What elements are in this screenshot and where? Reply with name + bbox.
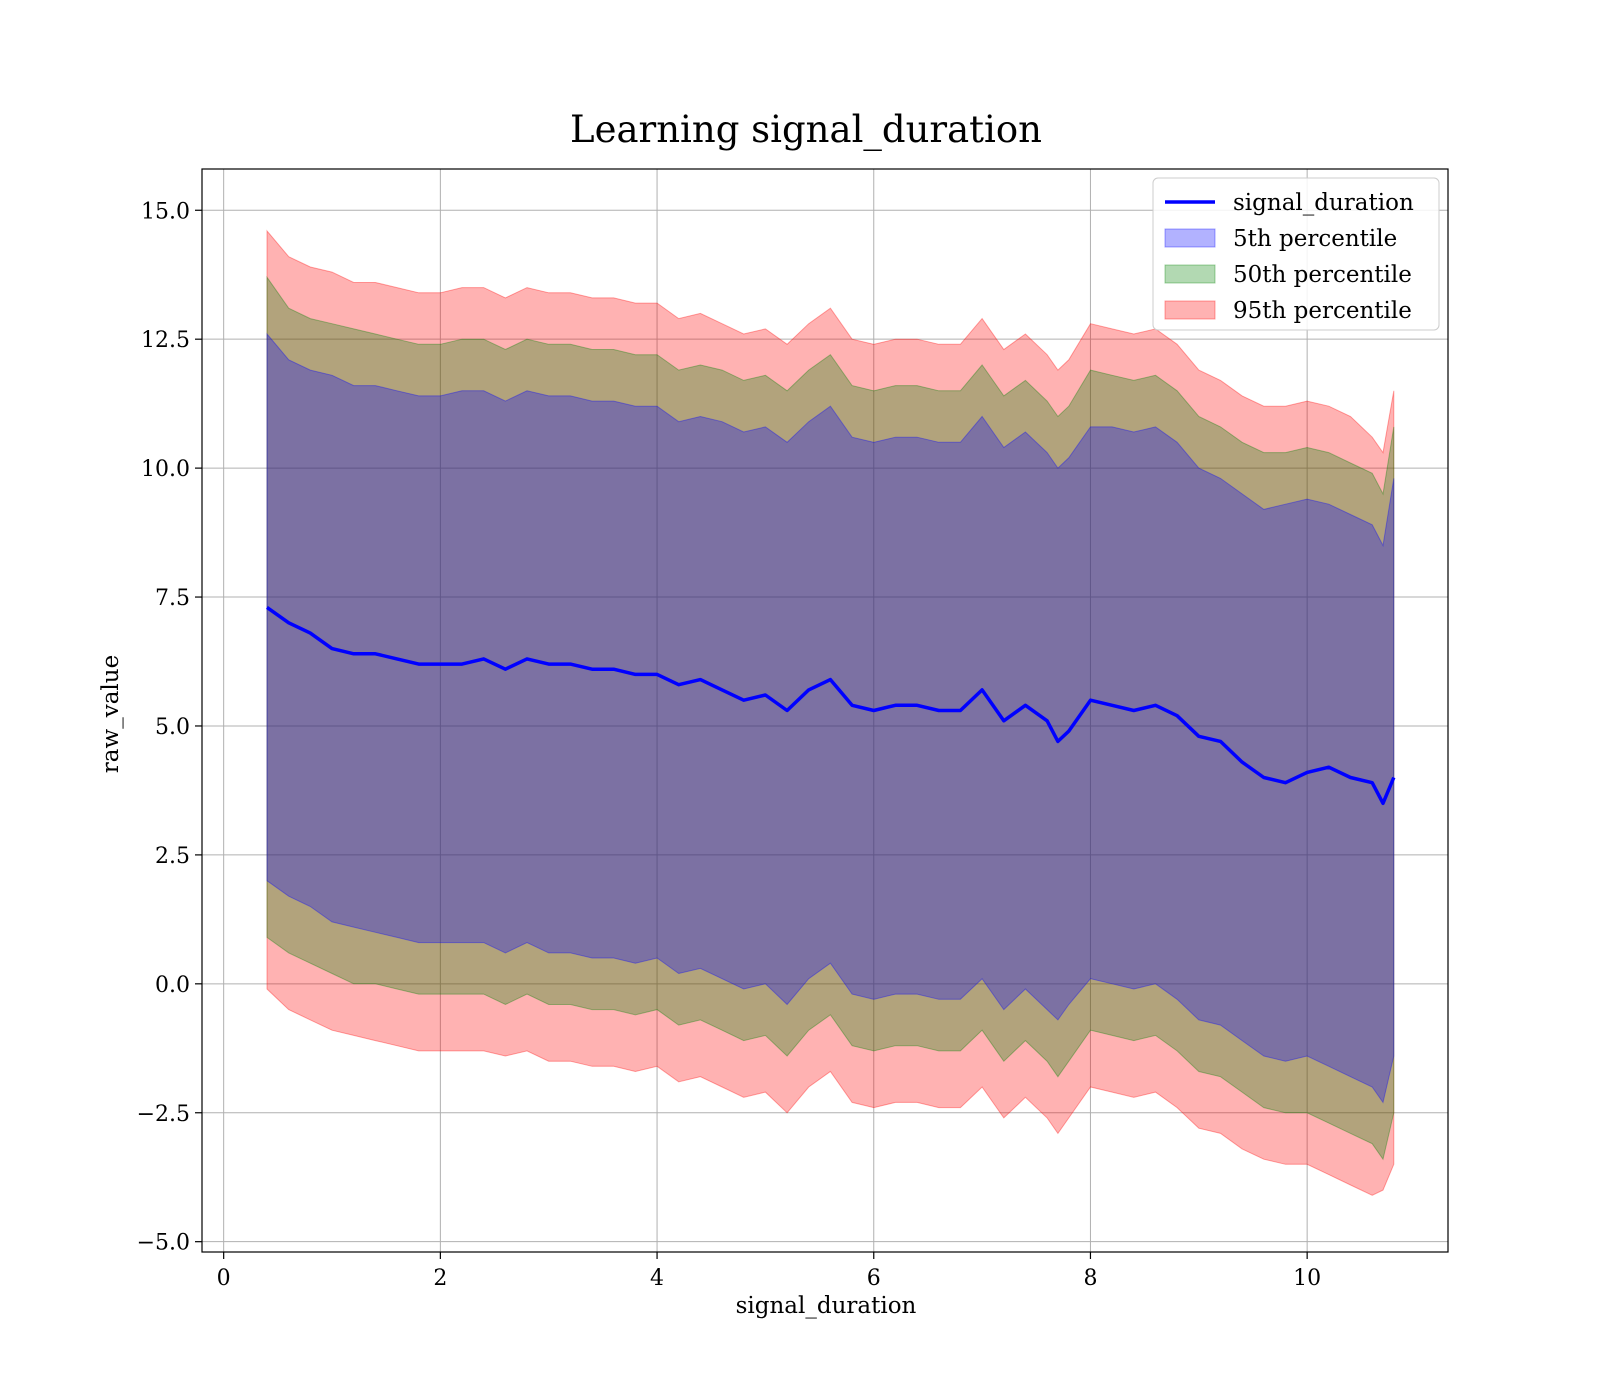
- x-tick-label: 6: [867, 1266, 881, 1291]
- band-50th-percentile: [266, 275, 1395, 1161]
- y-tick-label: 10.0: [141, 457, 190, 482]
- x-tick-label: 10: [1293, 1266, 1321, 1291]
- legend-label: signal_duration: [1233, 190, 1414, 216]
- y-tick-label: 2.5: [155, 844, 190, 869]
- x-tick-label: 8: [1083, 1266, 1097, 1291]
- series-line-signal-duration: [265, 605, 1396, 806]
- chart-title: Learning signal_duration: [570, 108, 1042, 152]
- grid: [202, 169, 1448, 1252]
- legend: signal_duration 5th percentile 50th percen…: [1152, 177, 1440, 331]
- legend-label: 50th percentile: [1233, 262, 1412, 288]
- y-tick-label: −5.0: [137, 1231, 190, 1256]
- legend-swatch-band: [1164, 228, 1216, 248]
- y-tick-label: −2.5: [137, 1102, 190, 1127]
- plot-frame: [201, 168, 1449, 1253]
- y-tick-label: 0.0: [155, 973, 190, 998]
- x-tick-label: 2: [433, 1266, 447, 1291]
- y-axis-label: raw_value: [98, 655, 124, 773]
- legend-swatch-band: [1164, 264, 1216, 284]
- x-tick-label: 0: [217, 1266, 231, 1291]
- y-axis-ticks: −5.0 −2.5 0.0 2.5 5.0 7.5 10.0 12.5 15.0: [137, 199, 202, 1256]
- series-lines: [265, 605, 1396, 806]
- band-5th-percentile: [266, 332, 1395, 1104]
- band-95th-percentile: [266, 229, 1395, 1196]
- legend-label: 95th percentile: [1233, 298, 1412, 324]
- x-axis-label: signal_duration: [736, 1293, 917, 1319]
- y-tick-label: 12.5: [141, 328, 190, 353]
- legend-box: [1152, 177, 1440, 331]
- legend-swatch-band: [1164, 300, 1216, 320]
- x-tick-label: 4: [650, 1266, 664, 1291]
- y-tick-label: 7.5: [155, 586, 190, 611]
- percentile-bands: [266, 229, 1395, 1196]
- y-tick-label: 15.0: [141, 199, 190, 224]
- legend-label: 5th percentile: [1233, 226, 1397, 252]
- y-tick-label: 5.0: [155, 715, 190, 740]
- x-axis-ticks: 0 2 4 6 8 10: [217, 1252, 1321, 1291]
